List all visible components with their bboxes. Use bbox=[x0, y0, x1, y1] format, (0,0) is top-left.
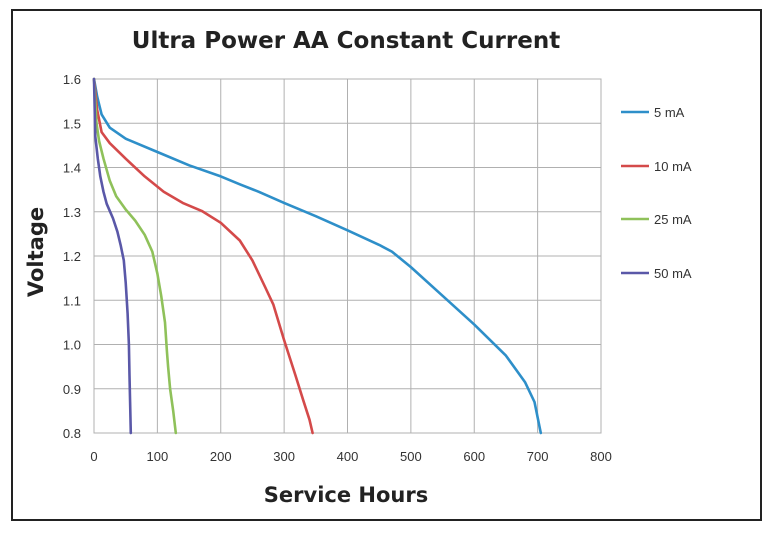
x-axis-ticks: 0 100 200 300 400 500 600 700 800 bbox=[90, 449, 611, 464]
gridlines bbox=[93, 78, 602, 434]
y-tick-label: 1.2 bbox=[63, 249, 81, 264]
x-tick-label: 0 bbox=[90, 449, 97, 464]
x-tick-label: 700 bbox=[527, 449, 549, 464]
series-line-5ma bbox=[92, 77, 543, 435]
y-tick-label: 1.3 bbox=[63, 205, 81, 220]
legend-label: 5 mA bbox=[654, 105, 685, 120]
y-tick-label: 1.6 bbox=[63, 72, 81, 87]
y-axis-title: Voltage bbox=[24, 207, 48, 297]
series-line-50ma bbox=[92, 77, 133, 435]
legend: 5 mA 10 mA 25 mA 50 mA bbox=[621, 105, 692, 281]
legend-label: 10 mA bbox=[654, 159, 692, 174]
y-tick-label: 1.4 bbox=[63, 161, 81, 176]
chart-title: Ultra Power AA Constant Current bbox=[132, 28, 560, 54]
series-lines bbox=[92, 77, 543, 435]
legend-label: 25 mA bbox=[654, 212, 692, 227]
series-line-25ma bbox=[92, 77, 178, 435]
x-axis-title: Service Hours bbox=[264, 483, 428, 507]
x-tick-label: 200 bbox=[210, 449, 232, 464]
series-line-10ma bbox=[92, 77, 314, 435]
x-tick-label: 100 bbox=[147, 449, 169, 464]
legend-label: 50 mA bbox=[654, 266, 692, 281]
y-tick-label: 0.8 bbox=[63, 426, 81, 441]
y-tick-label: 1.5 bbox=[63, 116, 81, 131]
x-tick-label: 500 bbox=[400, 449, 422, 464]
chart-frame bbox=[11, 9, 762, 521]
x-tick-label: 600 bbox=[463, 449, 485, 464]
x-tick-label: 300 bbox=[273, 449, 295, 464]
x-tick-label: 800 bbox=[590, 449, 612, 464]
x-tick-label: 400 bbox=[337, 449, 359, 464]
y-tick-label: 1.0 bbox=[63, 338, 81, 353]
y-tick-label: 0.9 bbox=[63, 382, 81, 397]
y-axis-ticks: 1.6 1.5 1.4 1.3 1.2 1.1 1.0 0.9 0.8 bbox=[63, 72, 81, 441]
y-tick-label: 1.1 bbox=[63, 293, 81, 308]
